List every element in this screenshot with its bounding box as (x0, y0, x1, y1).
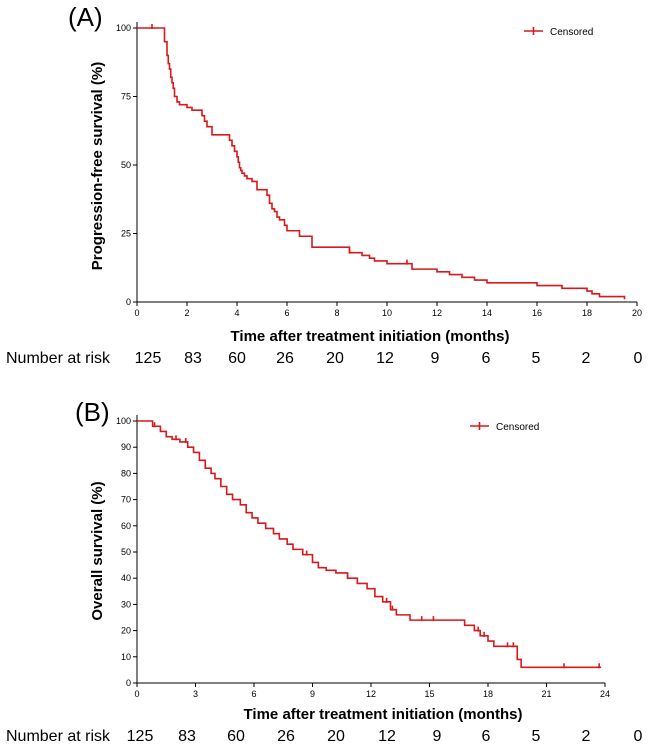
y-tick-label: 70 (121, 495, 131, 505)
number-at-risk-value: 12 (378, 728, 396, 745)
number-at-risk-value: 6 (482, 350, 491, 367)
y-tick-label: 100 (116, 23, 131, 33)
number-at-risk-value: 20 (327, 728, 345, 745)
panel-b: (B) Overall survival (%) Time after trea… (6, 397, 643, 745)
x-tick-label: 10 (382, 308, 392, 318)
panel-b-survival-curve (137, 420, 602, 669)
y-tick-label: 60 (121, 521, 131, 531)
panel-b-number-at-risk-label: Number at risk (6, 728, 111, 745)
panel-a-survival-curve (137, 27, 626, 300)
number-at-risk-value: 125 (127, 728, 154, 745)
y-tick-label: 10 (121, 652, 131, 662)
panel-a-label: (A) (68, 2, 103, 32)
panel-b-label: (B) (75, 397, 110, 427)
y-tick-label: 80 (121, 468, 131, 478)
x-tick-label: 8 (334, 308, 339, 318)
y-tick-label: 0 (126, 297, 131, 307)
x-tick-label: 12 (366, 689, 376, 699)
panel-a-y-axis-title: Progression-free survival (%) (89, 62, 106, 270)
x-tick-label: 20 (632, 308, 642, 318)
x-tick-label: 3 (193, 689, 198, 699)
panel-a-plot-area (137, 24, 626, 300)
y-tick-label: 50 (121, 160, 131, 170)
number-at-risk-value: 9 (431, 350, 440, 367)
y-tick-label: 75 (121, 92, 131, 102)
x-tick-label: 6 (284, 308, 289, 318)
panel-b-y-axis-title: Overall survival (%) (89, 481, 106, 620)
x-tick-label: 15 (424, 689, 434, 699)
number-at-risk-value: 60 (227, 728, 245, 745)
x-tick-label: 21 (541, 689, 551, 699)
number-at-risk-value: 125 (135, 350, 162, 367)
x-tick-label: 12 (432, 308, 442, 318)
x-tick-label: 24 (600, 689, 610, 699)
x-tick-label: 9 (310, 689, 315, 699)
panel-a-number-at-risk-values: 125 83 60 26 20 12 9 6 5 2 0 (135, 350, 643, 367)
number-at-risk-value: 83 (178, 728, 196, 745)
y-tick-label: 0 (126, 678, 131, 688)
number-at-risk-value: 60 (228, 350, 246, 367)
y-tick-label: 25 (121, 229, 131, 239)
number-at-risk-value: 26 (277, 728, 295, 745)
number-at-risk-value: 0 (634, 350, 643, 367)
y-tick-label: 50 (121, 547, 131, 557)
number-at-risk-value: 0 (634, 728, 643, 745)
number-at-risk-value: 5 (532, 728, 541, 745)
number-at-risk-value: 6 (482, 728, 491, 745)
number-at-risk-value: 83 (184, 350, 202, 367)
panel-b-x-axis-title: Time after treatment initiation (months) (244, 706, 523, 723)
number-at-risk-value: 2 (582, 728, 591, 745)
panel-a-legend-label: Censored (550, 27, 593, 38)
x-tick-label: 4 (234, 308, 239, 318)
x-tick-label: 0 (134, 308, 139, 318)
number-at-risk-value: 12 (376, 350, 394, 367)
number-at-risk-value: 5 (532, 350, 541, 367)
number-at-risk-value: 9 (433, 728, 442, 745)
y-tick-label: 100 (116, 416, 131, 426)
panel-a-x-axis-title: Time after treatment initiation (months) (231, 328, 510, 345)
x-tick-label: 2 (184, 308, 189, 318)
x-tick-label: 6 (251, 689, 256, 699)
panel-a: (A) Progression-free survival (%) Time a… (6, 2, 643, 367)
x-tick-label: 18 (483, 689, 493, 699)
x-tick-label: 16 (532, 308, 542, 318)
panel-b-legend: Censored (470, 422, 539, 433)
number-at-risk-value: 20 (326, 350, 344, 367)
panel-a-axes: 0 2 4 6 8 10 12 14 16 18 20 0 25 50 75 100 (116, 22, 642, 318)
panel-a-legend: Censored (524, 27, 593, 38)
panel-a-number-at-risk-label: Number at risk (6, 350, 111, 367)
number-at-risk-value: 26 (276, 350, 294, 367)
y-tick-label: 30 (121, 599, 131, 609)
number-at-risk-value: 2 (582, 350, 591, 367)
panel-b-axes: 0 3 6 9 12 15 18 21 24 0 10 20 30 40 50 60 70 80 90 100 (116, 415, 610, 699)
y-tick-label: 40 (121, 573, 131, 583)
x-tick-label: 14 (482, 308, 492, 318)
y-tick-label: 20 (121, 626, 131, 636)
y-tick-label: 90 (121, 442, 131, 452)
x-tick-label: 18 (582, 308, 592, 318)
x-tick-label: 0 (134, 689, 139, 699)
panel-b-plot-area (137, 420, 602, 669)
panel-b-legend-label: Censored (496, 422, 539, 433)
panel-b-number-at-risk-values: 125 83 60 26 20 12 9 6 5 2 0 (127, 728, 643, 745)
